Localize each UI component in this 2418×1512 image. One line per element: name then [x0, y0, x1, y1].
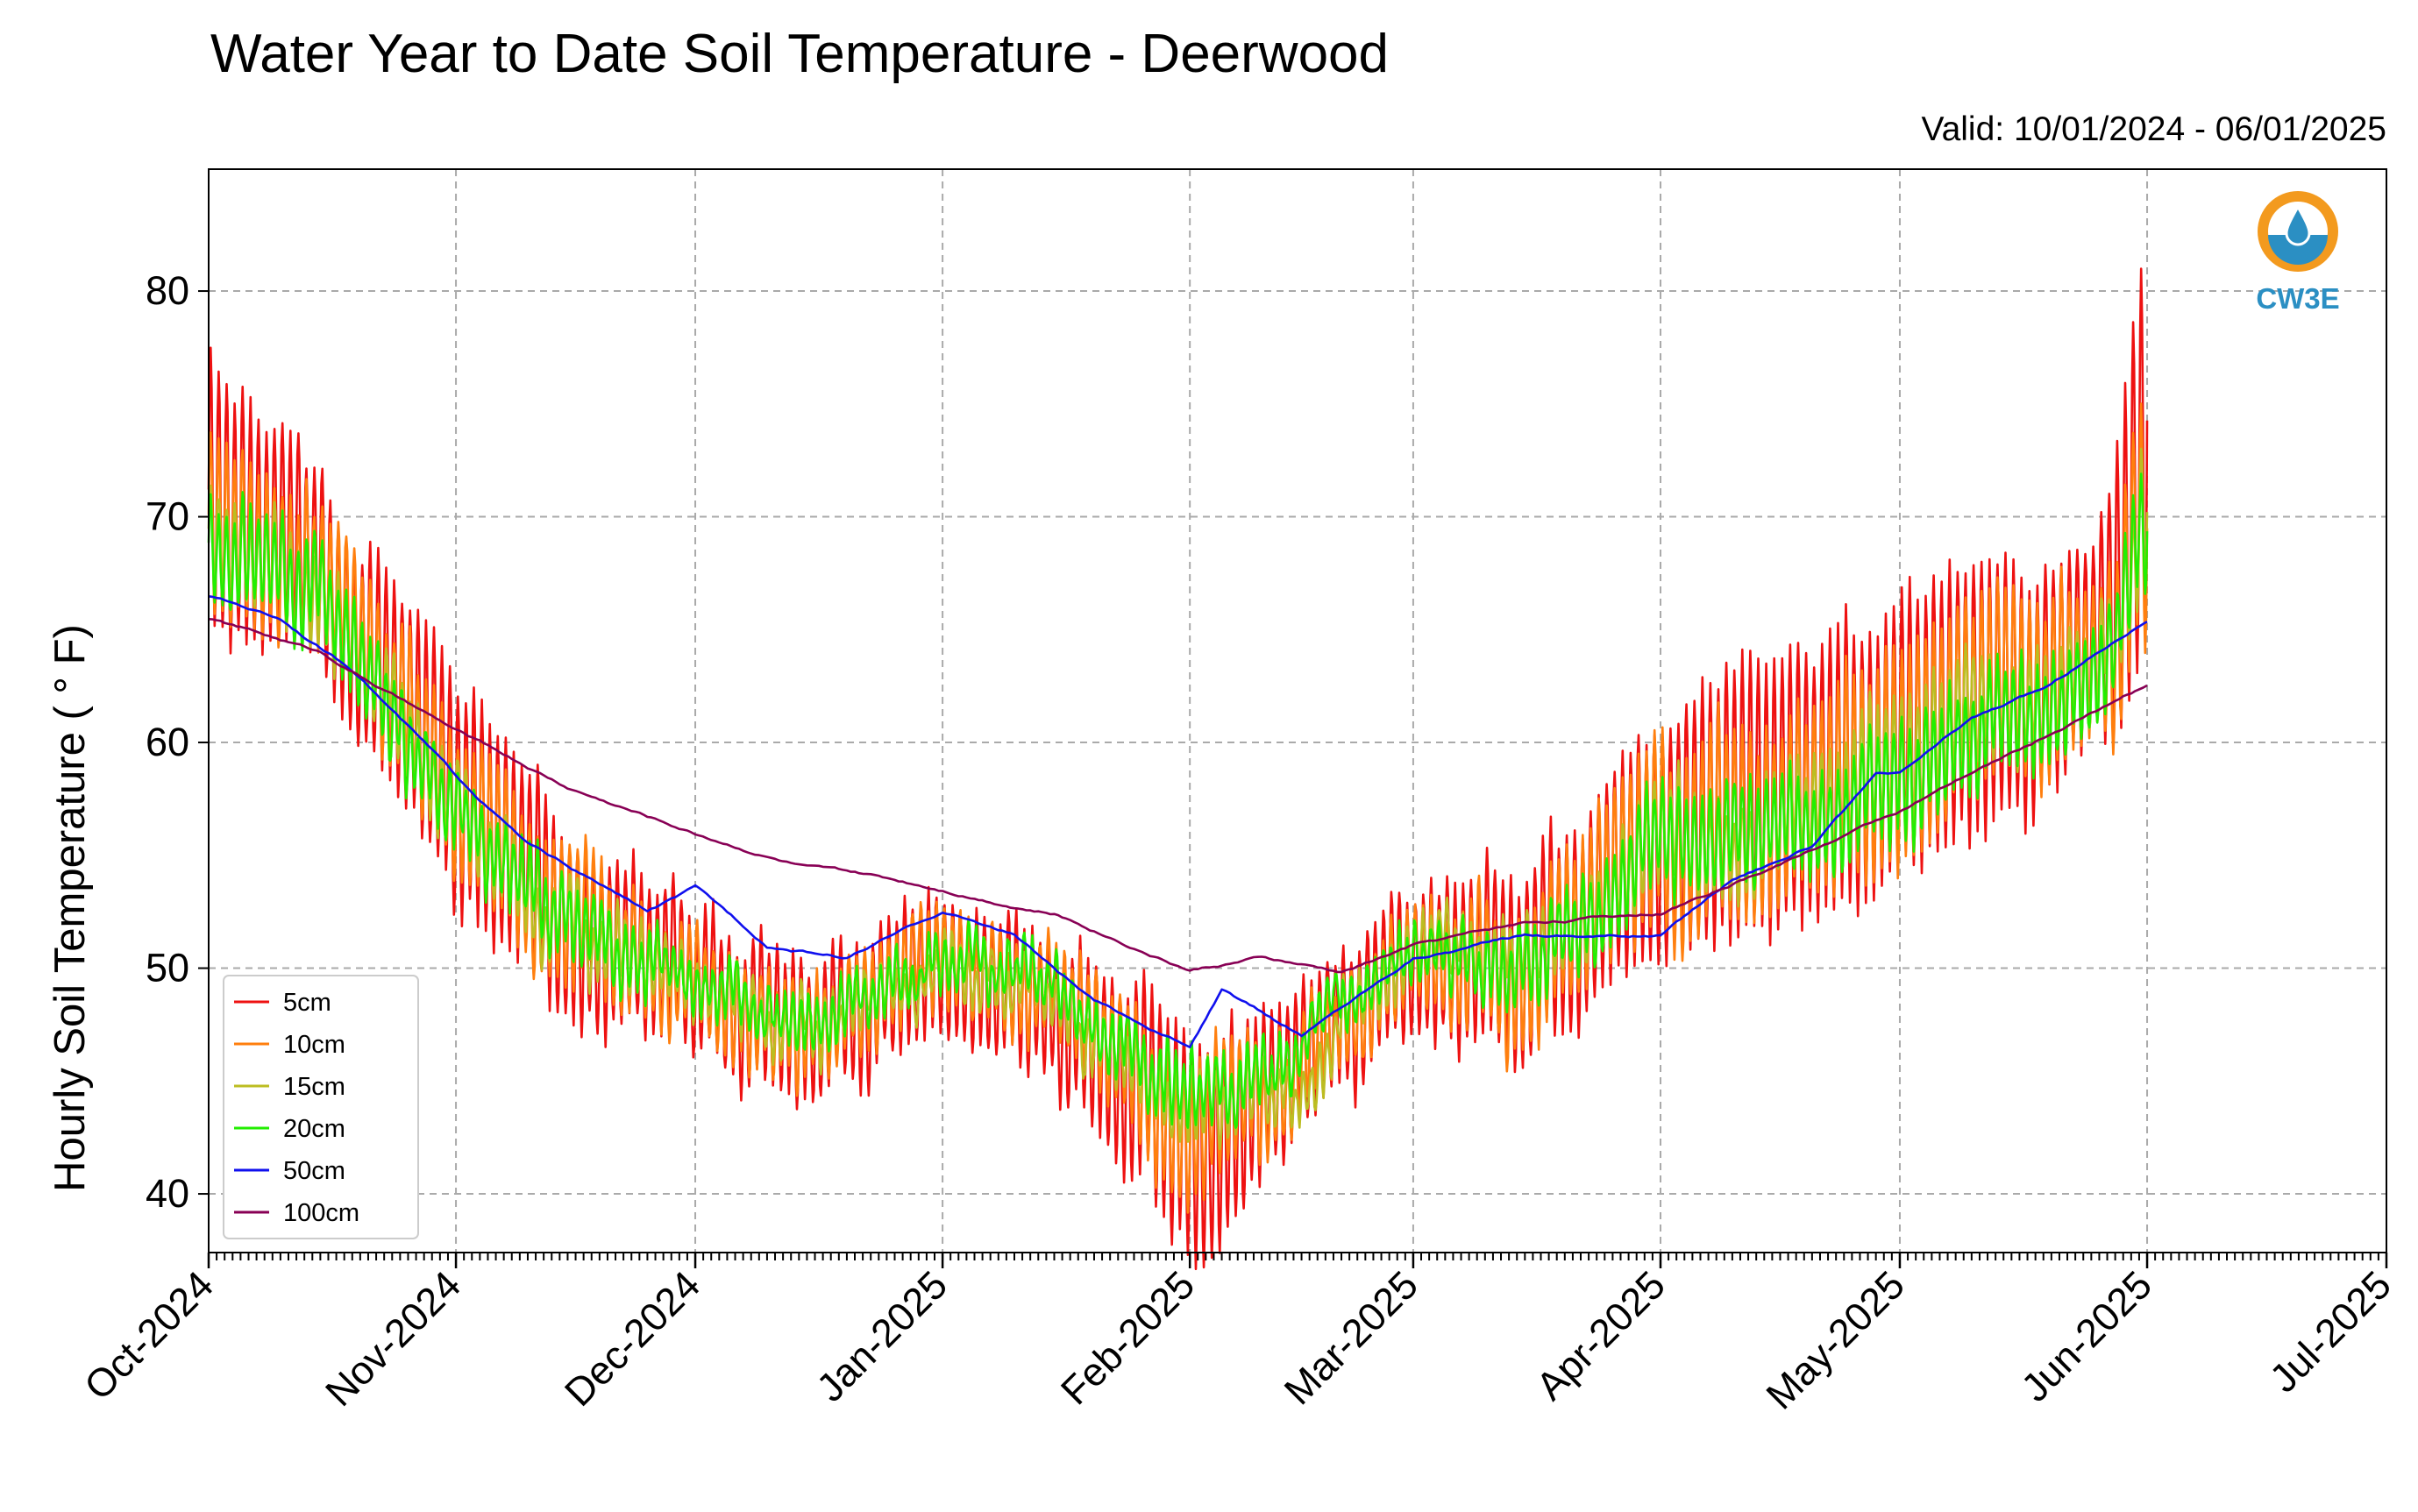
cw3e-logo: CW3E [2256, 191, 2340, 315]
legend-label: 100cm [283, 1199, 359, 1227]
x-tick-label: Nov-2024 [316, 1262, 469, 1415]
series-line-20cm [207, 472, 2149, 1129]
x-tick-label: Feb-2025 [1052, 1262, 1203, 1413]
x-tick-label: Jul-2025 [2261, 1262, 2400, 1401]
legend-label: 10cm [283, 1031, 345, 1059]
y-axis-label: Hourly Soil Temperature ( ° F) [46, 624, 94, 1192]
y-tick-label: 80 [146, 268, 189, 313]
x-tick-label: Oct-2024 [75, 1262, 222, 1409]
y-tick-label: 50 [146, 946, 189, 990]
x-tick-label: May-2025 [1757, 1262, 1913, 1418]
x-tick-label: Apr-2025 [1527, 1262, 1674, 1409]
legend-label: 15cm [283, 1073, 345, 1101]
x-tick-label: Jun-2025 [2012, 1262, 2160, 1410]
y-tick-label: 60 [146, 720, 189, 764]
y-axis: 40 50 60 70 80 [146, 268, 209, 1216]
plot-frame [208, 168, 2387, 1253]
y-tick-label: 70 [146, 494, 189, 539]
logo-drop-icon [2285, 203, 2311, 246]
x-axis: Oct-2024 Nov-2024 Dec-2024 Jan-2025 Feb-2025… [75, 1253, 2400, 1418]
series-layer [207, 267, 2149, 1271]
y-tick-label: 40 [146, 1171, 189, 1216]
series-line-100cm [208, 618, 2148, 974]
series-line-50cm [208, 595, 2148, 1048]
x-tick-label: Mar-2025 [1276, 1262, 1426, 1413]
legend-label: 20cm [283, 1115, 345, 1143]
legend-label: 5cm [283, 989, 331, 1017]
legend-box [223, 975, 419, 1239]
legend: 5cm 10cm 15cm 20cm 50cm 100cm [223, 975, 419, 1239]
logo-text: CW3E [2256, 282, 2339, 315]
x-tick-label: Dec-2024 [556, 1262, 708, 1415]
valid-date-range: Valid: 10/01/2024 - 06/01/2025 [1921, 110, 2386, 148]
x-tick-label: Jan-2025 [807, 1262, 956, 1410]
chart-title: Water Year to Date Soil Temperature - De… [210, 24, 1389, 84]
logo-water-icon [2268, 235, 2328, 265]
legend-label: 50cm [283, 1157, 345, 1185]
